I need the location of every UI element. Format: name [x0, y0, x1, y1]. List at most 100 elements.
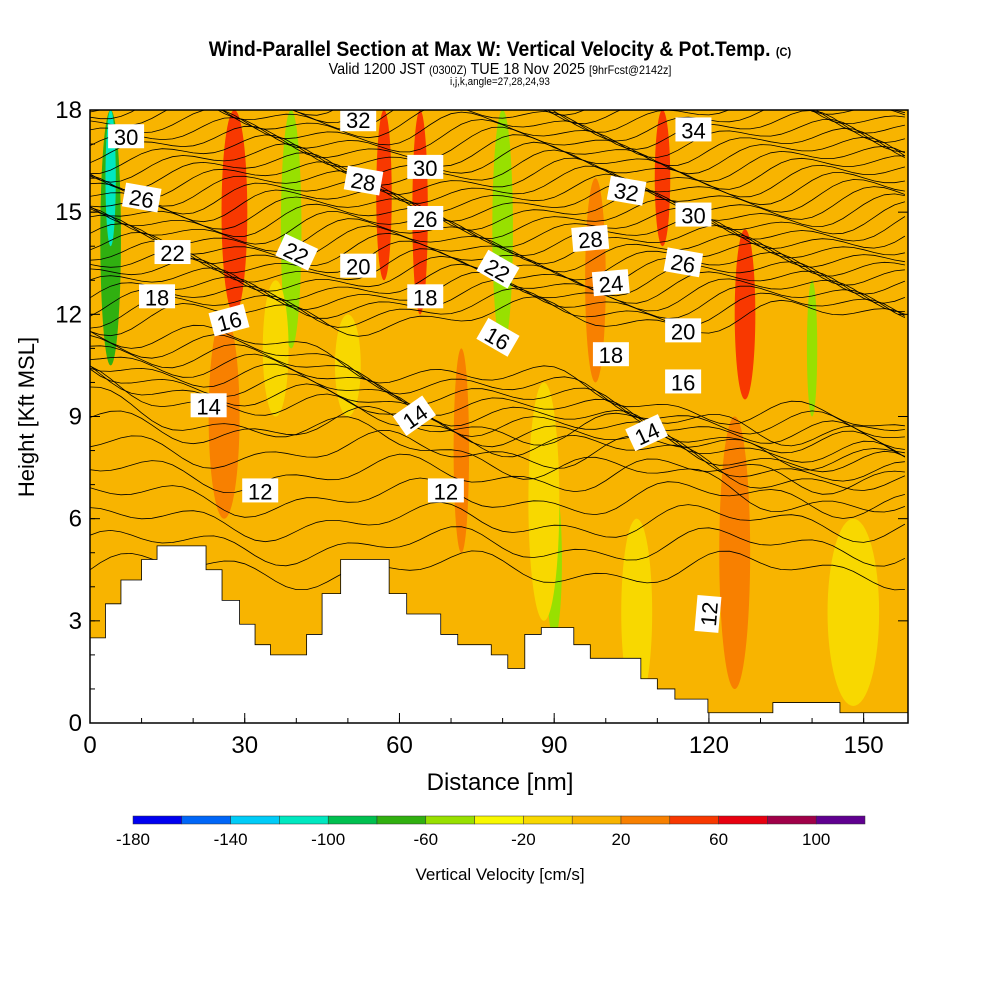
contour-label-text: 12 [434, 479, 458, 504]
theta-contour-line [90, 501, 906, 543]
contour-label-text: 26 [669, 249, 697, 278]
contour-label-box [121, 182, 162, 213]
x-tick-label: 150 [844, 732, 884, 759]
colorbar-swatch [815, 815, 866, 825]
colorbar-tick-label: -20 [511, 830, 536, 849]
contour-label-box [694, 594, 722, 633]
contour-label: 30 [407, 154, 444, 181]
colorbar-tick-label: 100 [802, 830, 830, 849]
contour-label-box [343, 165, 384, 196]
x-axis-label: Distance [nm] [427, 769, 574, 796]
theta-contour-line [90, 334, 905, 439]
velocity-cell [280, 110, 302, 349]
contour-label: 12 [694, 594, 723, 633]
contour-label-text: 12 [248, 479, 272, 504]
colorbar-label: Vertical Velocity [cm/s] [415, 865, 584, 884]
contour-label-box [663, 247, 704, 278]
contour-label-text: 24 [598, 271, 625, 298]
theta-contour-line [90, 190, 905, 231]
contour-label-text: 18 [145, 285, 169, 310]
colorbar-tick-label: 20 [612, 830, 631, 849]
contour-label-box [592, 342, 629, 367]
contour-label-text: 16 [671, 370, 695, 395]
colorbar-tick-label: -100 [311, 830, 345, 849]
velocity-cell [827, 518, 880, 706]
velocity-cell [376, 110, 392, 281]
y-tick-label: 18 [55, 97, 82, 124]
colorbar-swatch [620, 815, 671, 825]
contour-label-text: 30 [681, 204, 705, 229]
contour-label: 22 [154, 240, 191, 266]
contour-label-box [139, 284, 176, 309]
contour-label-box [208, 303, 250, 337]
colorbar-tick-label: -180 [116, 830, 150, 849]
x-tick-label: 90 [541, 732, 568, 759]
contour-label-box [407, 205, 444, 230]
contour-label-box [392, 395, 436, 436]
theta-contour-line [90, 110, 905, 133]
y-tick-label: 9 [69, 404, 82, 431]
contour-label-text: 20 [671, 319, 695, 344]
colorbar-tick-label: 60 [709, 830, 728, 849]
theta-contour-line [90, 207, 906, 248]
contour-label-box [407, 284, 444, 309]
velocity-cell [806, 280, 818, 417]
colorbar-swatch [327, 815, 378, 825]
colorbar-swatch [523, 815, 573, 825]
contour-label-text: 18 [599, 343, 623, 368]
contour-label: 16 [665, 369, 702, 395]
contour-label-box [190, 393, 227, 418]
contour-label-text: 32 [346, 108, 370, 133]
contour-label-text: 26 [413, 207, 437, 232]
contour-label: 28 [343, 165, 384, 196]
y-tick-label: 0 [69, 710, 82, 737]
contour-label: 18 [139, 284, 176, 310]
theta-contour-line [90, 353, 906, 458]
contour-label: 32 [606, 175, 647, 207]
contour-label-box [275, 233, 319, 271]
contour-label-text: 18 [413, 285, 437, 310]
contour-label: 34 [675, 117, 712, 143]
contour-label-text: 22 [160, 241, 184, 266]
contour-label-box [476, 317, 520, 357]
chart-title: Wind-Parallel Section at Max W: Vertical… [40, 38, 960, 62]
contour-label: 26 [121, 182, 162, 214]
theta-contour-line [90, 110, 905, 142]
contour-label-text: 28 [577, 226, 604, 253]
theta-contour-line [90, 214, 906, 257]
theta-contour-line [90, 157, 906, 199]
contour-label-box [476, 249, 520, 289]
axes: 0 30 60 90 120 150 0 3 6 9 12 15 18 [55, 97, 908, 759]
contour-label-text: 32 [612, 178, 640, 207]
velocity-cell [654, 110, 671, 247]
chart-subtitle: Valid 1200 JST (0300Z) TUE 18 Nov 2025 [… [50, 61, 950, 79]
contour-label: 26 [663, 247, 704, 278]
x-tick-label: 0 [83, 732, 96, 759]
theta-contour-line [90, 141, 906, 183]
contour-label: 32 [340, 108, 377, 133]
contour-label: 20 [340, 253, 377, 280]
title-main: Wind-Parallel Section at Max W: Vertical… [208, 38, 771, 61]
x-tick-label: 30 [231, 732, 258, 759]
contour-label-box [427, 478, 464, 503]
forecast-info: [9hrFcst@2142z] [588, 63, 672, 77]
contour-label: 12 [242, 478, 279, 504]
theta-contour-line [90, 223, 905, 265]
y-tick-label: 6 [69, 506, 82, 533]
theta-contours [90, 110, 906, 591]
contour-label: 20 [665, 318, 702, 344]
contour-label-box [675, 117, 712, 142]
contour-label: 18 [592, 342, 629, 368]
contour-label-text: 12 [696, 601, 723, 628]
colorbar-tick-label: -140 [214, 830, 248, 849]
theta-contour-line [90, 288, 906, 329]
terrain-polygon [90, 545, 908, 723]
theta-contour-line [90, 453, 905, 495]
contour-label-text: 26 [127, 185, 155, 214]
contour-label: 18 [407, 284, 444, 310]
contour-label-text: 20 [346, 255, 370, 280]
theta-contour-line [90, 117, 905, 158]
theta-contour-line [90, 134, 906, 175]
